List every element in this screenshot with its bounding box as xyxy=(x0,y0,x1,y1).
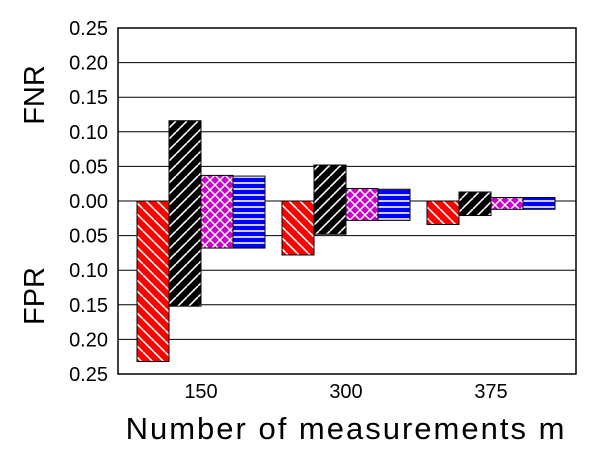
y-tick-label: 0.15 xyxy=(69,87,108,109)
y-tick-label: 0.20 xyxy=(69,53,108,75)
plot-frame xyxy=(117,27,577,375)
y-tick-label: 0.20 xyxy=(69,329,108,351)
bar-series-4-m-150 xyxy=(232,175,266,249)
x-tick-label: 150 xyxy=(184,381,217,403)
x-tick-label: 300 xyxy=(329,381,362,403)
bar-series-2-m-375 xyxy=(458,191,492,217)
x-tick-labels: 150 300 375 xyxy=(184,381,507,403)
x-tick-label: 375 xyxy=(474,381,507,403)
x-axis-title: Number of measurements m xyxy=(126,411,567,446)
y-tick-label: 0.25 xyxy=(69,18,108,40)
bar-series-1-m-300 xyxy=(281,200,315,256)
y-tick-label: 0.10 xyxy=(69,122,108,144)
bar-series-3-m-150 xyxy=(200,174,234,249)
y-tick-label: 0.10 xyxy=(69,260,108,282)
y-tick-label: 0.25 xyxy=(69,364,108,386)
bar-series-3-m-375 xyxy=(490,197,524,210)
y-tick-labels: 0.25 0.20 0.15 0.10 0.05 0.00 0.05 0.10 0.15 0.20… xyxy=(69,18,108,386)
bar-series-2-m-150 xyxy=(168,120,202,307)
fpr-axis-label: FPR xyxy=(19,267,51,325)
y-tick-label: 0.15 xyxy=(69,295,108,317)
fnr-axis-label: FNR xyxy=(19,65,51,125)
bar-series-2-m-300 xyxy=(313,164,347,235)
bars xyxy=(136,120,556,363)
bar-series-4-m-300 xyxy=(377,188,411,221)
y-tick-label: 0.05 xyxy=(69,156,108,178)
bar-series-1-m-375 xyxy=(426,200,460,226)
bar-series-4-m-375 xyxy=(522,197,556,210)
bar-series-3-m-300 xyxy=(345,188,379,221)
bar-series-1-m-150 xyxy=(136,200,170,363)
y-tick-label: 0.05 xyxy=(69,226,108,248)
y-tick-label: 0.00 xyxy=(69,191,108,213)
